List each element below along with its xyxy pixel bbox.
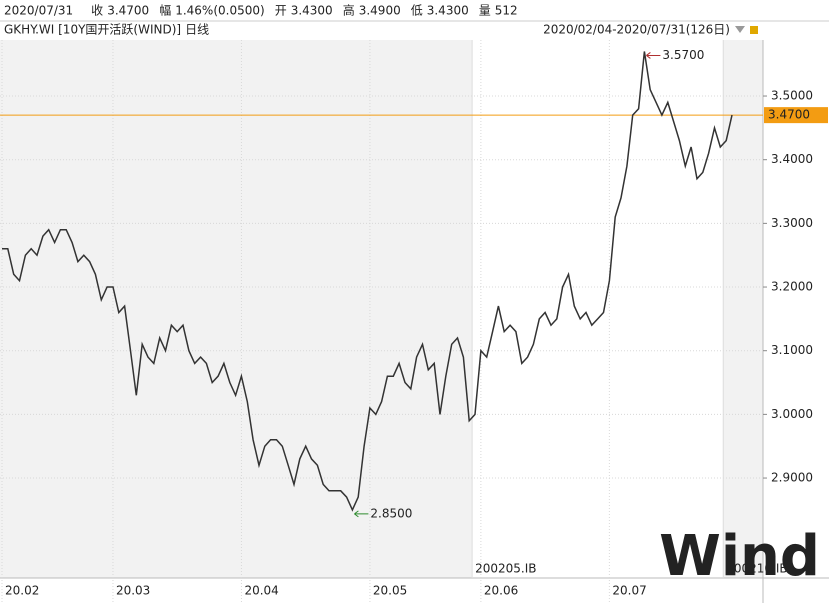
date-range: 2020/02/04-2020/07/31(126日) (543, 23, 730, 37)
header-value: 3.4700 (107, 4, 149, 18)
x-tick-label: 20.07 (612, 584, 646, 598)
shade (723, 40, 763, 578)
contract-label: 200210.IB (726, 562, 787, 576)
x-tick-label: 20.06 (484, 584, 518, 598)
last-price-box (764, 107, 828, 124)
dropdown-icon (735, 26, 745, 33)
y-tick-label: 3.2000 (771, 280, 813, 294)
y-tick-label: 2.9000 (771, 471, 813, 485)
instrument: GKHY.WI [10Y国开活跃(WIND)] (4, 23, 181, 37)
x-tick-label: 20.02 (5, 584, 39, 598)
y-tick-label: 3.0000 (771, 407, 813, 421)
annotation-arrow (646, 52, 661, 59)
header-value: 3.4900 (359, 4, 401, 18)
annotation-label: 3.5700 (662, 48, 704, 62)
header-label: 高 (343, 3, 355, 18)
y-tick-label: 3.3000 (771, 216, 813, 230)
annotation-arrow (354, 510, 369, 518)
x-tick-label: 20.03 (116, 584, 150, 598)
x-tick-label: 20.04 (244, 584, 278, 598)
header-value: 3.4300 (291, 4, 333, 18)
header-label: 低 (411, 4, 423, 18)
watermark: Wind (659, 524, 820, 589)
header-value: 3.4300 (427, 4, 469, 18)
last-price-label: 3.4700 (768, 108, 810, 122)
header-label: 幅 (159, 3, 171, 18)
period: 日线 (185, 23, 209, 37)
header-value: 1.46%(0.0500) (175, 4, 264, 18)
price-line (2, 51, 733, 512)
header-label: 收 (91, 4, 103, 18)
y-tick-label: 3.4000 (771, 152, 813, 166)
y-tick-label: 3.1000 (771, 343, 813, 357)
lock-icon (750, 26, 758, 34)
shade (0, 40, 473, 578)
x-tick-label: 20.05 (373, 584, 407, 598)
header-value: 512 (495, 4, 518, 18)
header-label: 开 (275, 4, 287, 18)
header-label: 2020/07/31 (4, 4, 73, 18)
y-tick-label: 3.5000 (771, 89, 813, 103)
annotation-label: 2.8500 (370, 506, 412, 520)
contract-label: 200205.IB (475, 562, 536, 576)
header-label: 量 (479, 4, 491, 18)
